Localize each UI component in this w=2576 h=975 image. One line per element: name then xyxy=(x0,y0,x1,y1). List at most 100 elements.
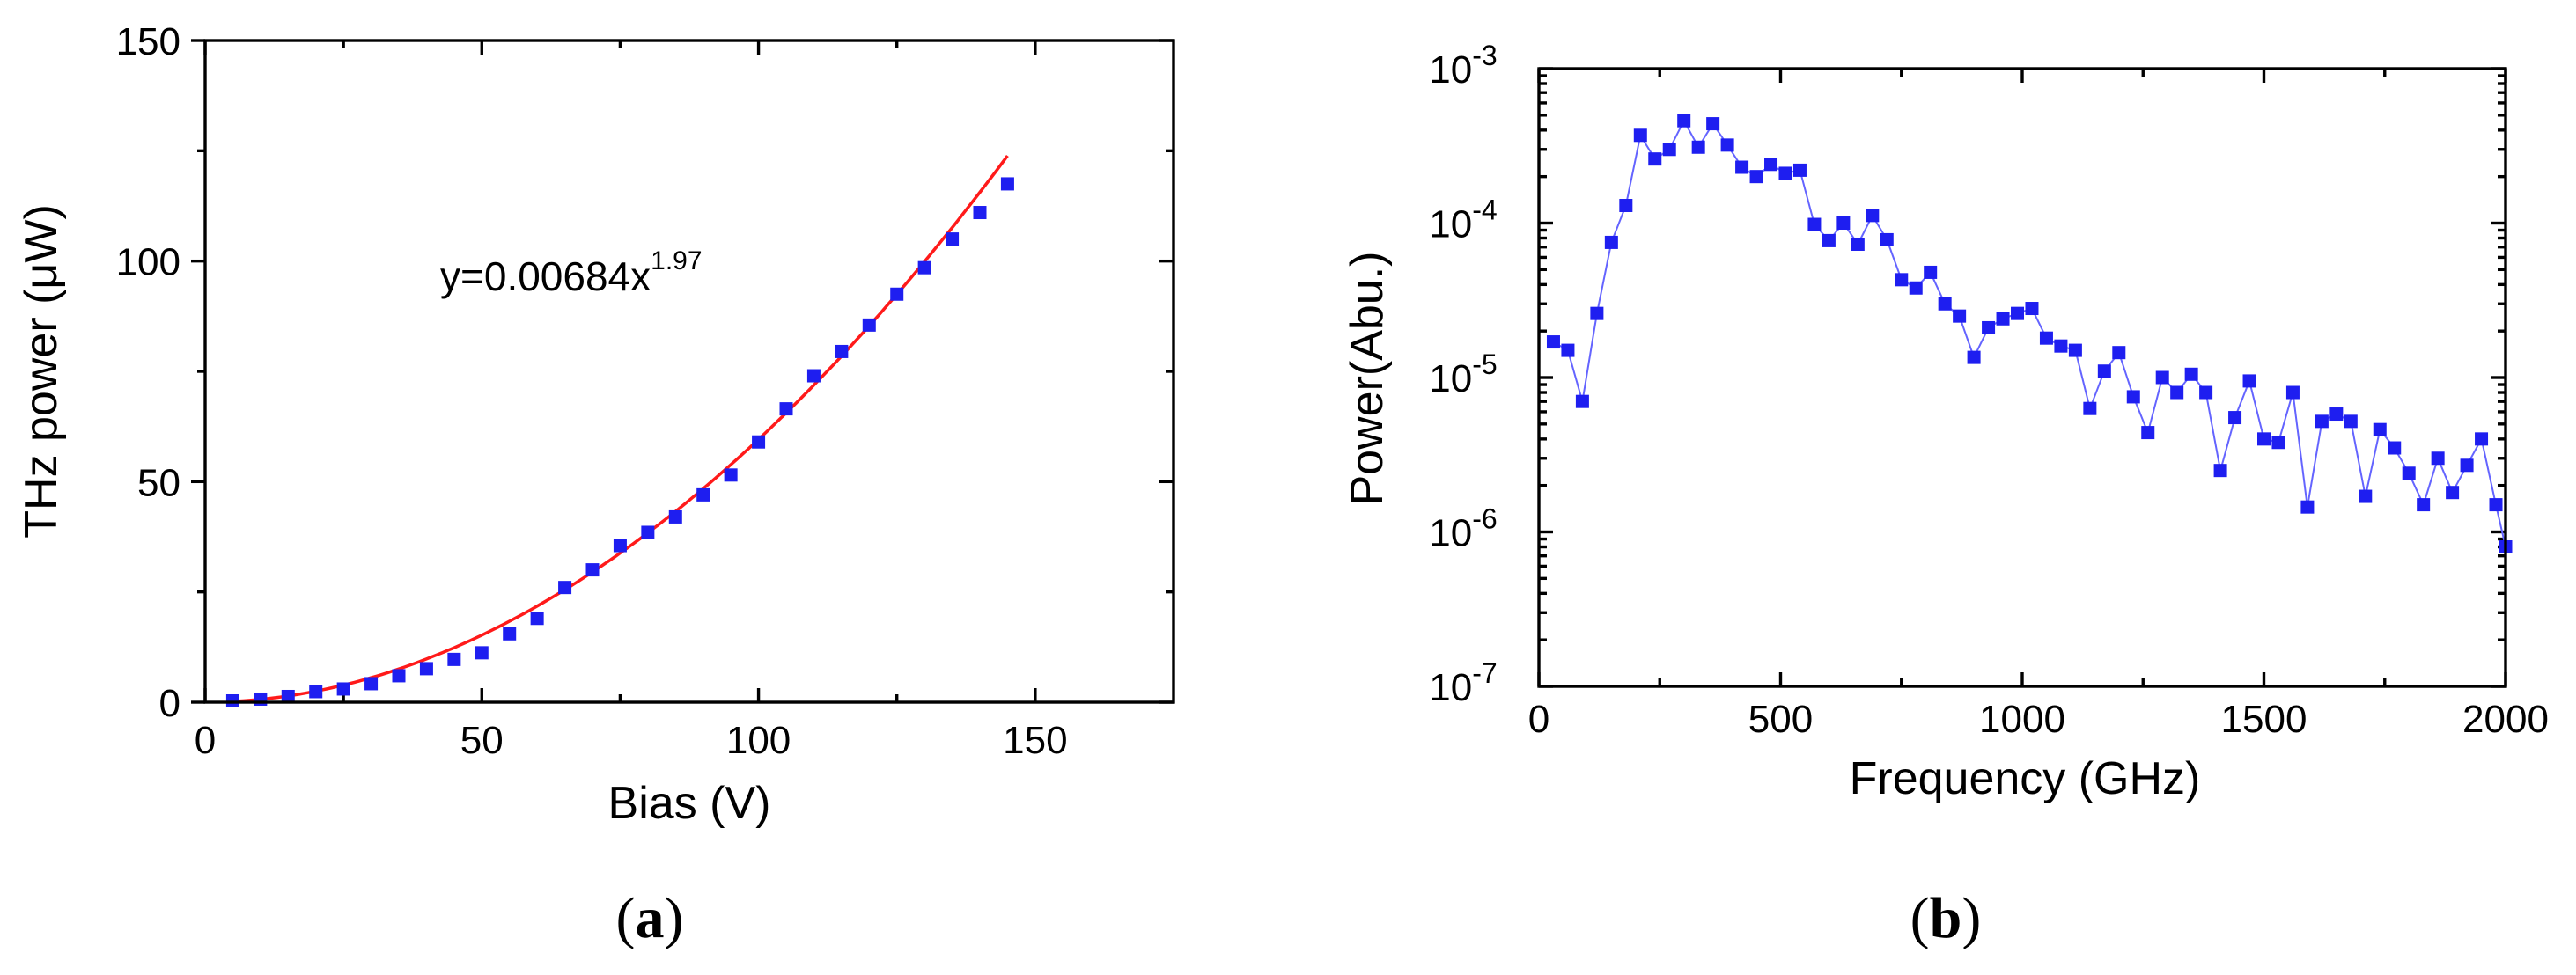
data-point xyxy=(946,232,960,246)
chart-a-ticks xyxy=(191,39,1174,704)
data-point xyxy=(2446,486,2460,500)
data-point xyxy=(1851,237,1865,251)
chart-b: 0 500 1000 1500 2000 10-3 10-4 10-5 10-6 10-7 Fre… xyxy=(1342,40,2549,950)
chart-b-y-axis-title: Power(Abu.) xyxy=(1342,252,1393,506)
chart-a-fit-curve xyxy=(232,154,1009,703)
data-point xyxy=(613,539,627,553)
data-point xyxy=(835,344,849,358)
x-tick-label: 500 xyxy=(1748,698,1813,741)
data-point xyxy=(1749,170,1763,184)
x-tick-label: 2000 xyxy=(2462,698,2549,741)
chart-a-fit-equation: y=0.00684x1.97 xyxy=(440,246,703,299)
data-point xyxy=(2257,432,2271,446)
data-point xyxy=(1909,281,1923,295)
data-point xyxy=(696,488,710,502)
data-point xyxy=(2431,451,2445,466)
chart-b-data-points xyxy=(1546,114,2513,554)
data-point xyxy=(806,369,821,383)
data-point xyxy=(447,652,461,666)
chart-a-tick-labels: 0 50 100 150 0 50 100 150 xyxy=(116,20,1068,762)
data-point xyxy=(1982,320,1996,334)
data-point xyxy=(1691,140,1705,154)
chart-b-series-line xyxy=(1552,119,2506,547)
data-point xyxy=(1836,216,1851,230)
y-tick-label: 10-6 xyxy=(1429,503,1497,555)
data-point xyxy=(281,689,295,703)
y-tick-label: 50 xyxy=(137,461,180,504)
data-point xyxy=(1967,350,1981,364)
data-point xyxy=(668,509,682,524)
data-point xyxy=(1735,160,1749,174)
data-point xyxy=(2097,364,2111,378)
data-point xyxy=(2359,489,2373,503)
y-tick-label: 10-7 xyxy=(1429,657,1497,709)
data-point xyxy=(2475,432,2489,446)
data-point xyxy=(1619,199,1633,213)
chart-a-plot-frame xyxy=(203,39,1175,704)
data-point xyxy=(2228,411,2242,425)
chart-b-tick-labels: 0 500 1000 1500 2000 10-3 10-4 10-5 10-6 10-7 xyxy=(1429,40,2549,741)
data-point xyxy=(1764,158,1778,172)
x-tick-label: 0 xyxy=(1528,698,1549,741)
data-point xyxy=(2315,414,2329,429)
data-point xyxy=(1996,312,2010,326)
data-point xyxy=(862,318,876,332)
data-point xyxy=(2460,458,2474,473)
data-point xyxy=(558,581,572,595)
data-point xyxy=(2388,441,2402,455)
data-point xyxy=(2285,385,2300,400)
y-tick-label: 0 xyxy=(159,682,180,725)
data-point xyxy=(1633,128,1647,143)
data-point xyxy=(2199,385,2213,400)
data-point xyxy=(2344,414,2358,429)
data-point xyxy=(641,525,655,539)
y-tick-label: 100 xyxy=(116,241,180,284)
data-point xyxy=(724,468,738,482)
chart-b-x-axis-title: Frequency (GHz) xyxy=(1850,753,2201,804)
data-point xyxy=(2083,401,2097,415)
data-point xyxy=(2213,464,2227,478)
data-point xyxy=(1648,152,1662,166)
data-point xyxy=(1880,232,1894,246)
data-point xyxy=(1677,114,1691,128)
x-tick-label: 0 xyxy=(195,719,216,762)
data-point xyxy=(1792,163,1807,177)
data-point xyxy=(973,206,987,220)
chart-a-data-points xyxy=(225,177,1014,707)
data-point xyxy=(2242,374,2256,388)
data-point xyxy=(1706,117,1720,131)
data-point xyxy=(1924,265,1938,279)
data-point xyxy=(2068,343,2082,357)
data-point xyxy=(530,612,544,626)
x-tick-label: 50 xyxy=(460,719,504,762)
data-point xyxy=(475,646,489,660)
data-point xyxy=(2039,331,2053,345)
y-tick-label: 10-5 xyxy=(1429,348,1497,400)
data-point xyxy=(2170,385,2184,400)
x-tick-label: 100 xyxy=(726,719,791,762)
data-point xyxy=(1590,306,1604,320)
data-point xyxy=(1953,309,1967,323)
data-point xyxy=(2141,426,2155,440)
chart-a: 0 50 100 150 0 50 100 150 y=0.00684x1.97 Bias (… xyxy=(16,20,1175,950)
x-tick-label: 1000 xyxy=(1979,698,2065,741)
data-point xyxy=(364,677,379,691)
chart-b-ticks xyxy=(1537,67,2507,688)
data-point xyxy=(1575,394,1589,408)
data-point xyxy=(917,260,931,275)
data-point xyxy=(1895,273,1909,287)
data-point xyxy=(2112,346,2126,360)
data-point xyxy=(1938,297,1952,311)
data-point xyxy=(1720,138,1734,152)
data-point xyxy=(2011,306,2025,320)
x-tick-label: 150 xyxy=(1003,719,1067,762)
data-point xyxy=(1546,335,1560,349)
panel-b-label: (b) xyxy=(1910,886,1982,950)
data-point xyxy=(2271,436,2285,450)
data-point xyxy=(2402,466,2416,480)
data-point xyxy=(779,402,793,416)
y-tick-label: 10-3 xyxy=(1429,40,1497,92)
data-point xyxy=(2329,407,2344,422)
data-point xyxy=(1000,177,1014,191)
